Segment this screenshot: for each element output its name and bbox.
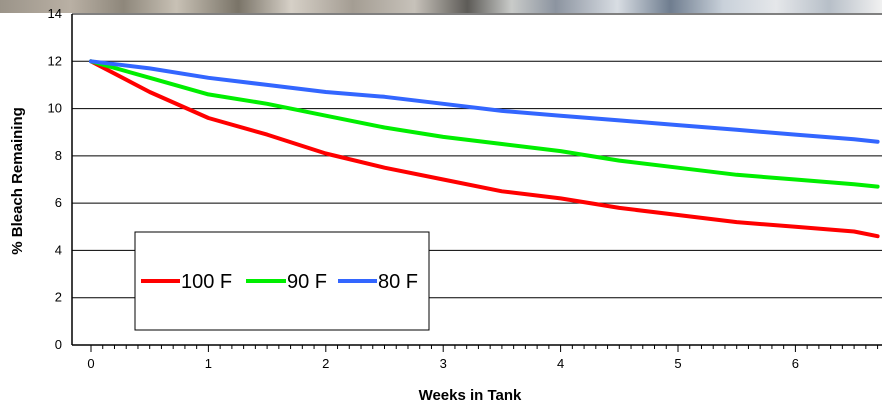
x-tick-label: 5 [674,356,681,371]
series-line-2 [89,59,880,144]
legend-label-100f: 100 F [181,271,232,293]
y-tick-label: 2 [55,290,62,305]
top-photo-strip [0,0,882,13]
y-tick-label: 0 [55,337,62,352]
x-tick-label: 4 [557,356,564,371]
x-tick-label: 3 [440,356,447,371]
legend: 100 F 90 F 80 F [134,231,430,331]
y-tick-label: 4 [55,242,62,257]
y-tick-label: 12 [48,53,62,68]
legend-label-80f: 80 F [378,271,418,293]
y-axis-title: % Bleach Remaining [9,107,26,255]
y-tick-label: 14 [48,6,62,21]
y-tick-label: 6 [55,195,62,210]
series-line-0 [89,59,880,239]
x-tick-label: 1 [205,356,212,371]
legend-label-90f: 90 F [287,271,327,293]
x-axis-title: Weeks in Tank [419,387,522,404]
series-line-1 [89,59,880,189]
y-tick-label: 10 [48,101,62,116]
x-tick-label: 2 [322,356,329,371]
series-layer [89,59,880,239]
y-tick-label: 8 [55,148,62,163]
grid-layer [72,13,882,346]
x-tick-label: 6 [792,356,799,371]
x-tick-label: 0 [87,356,94,371]
